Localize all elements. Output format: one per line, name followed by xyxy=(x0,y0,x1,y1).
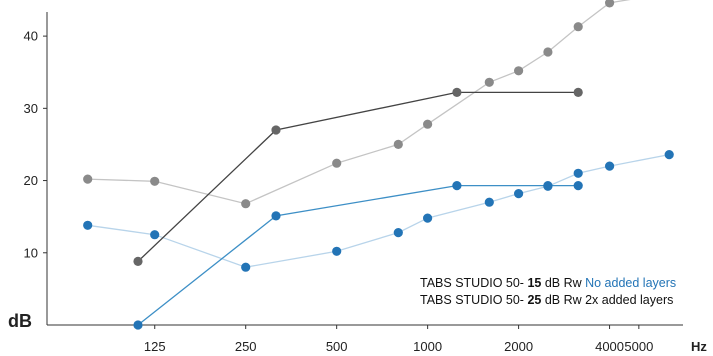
series-4 xyxy=(133,87,583,266)
series-1-point xyxy=(83,220,93,230)
legend-entry-1-suffix: dB Rw xyxy=(541,276,585,290)
x-tick-label: 4000 xyxy=(595,339,624,354)
x-tick-label: 250 xyxy=(235,339,257,354)
x-tick-label: 500 xyxy=(326,339,348,354)
legend-entry-1-prefix: TABS STUDIO 50- xyxy=(420,276,527,290)
legend: TABS STUDIO 50- 15 dB Rw No added layers… xyxy=(420,276,676,307)
series-1-point xyxy=(241,262,251,272)
series-3-point xyxy=(332,158,342,168)
series-1-point xyxy=(514,189,524,199)
x-axis-ticks: 125 250 500 1000 2000 4000 5000 xyxy=(144,325,653,354)
legend-entry-2-value: 25 xyxy=(527,293,541,307)
legend-entry-1-value: 15 xyxy=(527,276,541,290)
series-2 xyxy=(133,181,583,330)
series-3-point xyxy=(484,77,494,87)
series-1-line xyxy=(87,153,670,268)
x-tick-label: 1000 xyxy=(413,339,442,354)
series-3 xyxy=(83,0,631,209)
series-4-line xyxy=(137,91,579,262)
legend-entry-1-note: No added layers xyxy=(585,276,676,290)
series-1-point xyxy=(393,228,403,238)
series-2-point xyxy=(133,320,143,330)
series-4-point xyxy=(452,87,462,97)
series-3-point xyxy=(573,22,583,32)
series-1-point xyxy=(573,168,583,178)
y-tick-label: 30 xyxy=(24,101,38,116)
legend-entry-1: TABS STUDIO 50- 15 dB Rw No added layers xyxy=(420,276,676,290)
series-3-point xyxy=(514,66,524,76)
series-4-point xyxy=(133,256,143,266)
series-3-point xyxy=(150,176,160,186)
y-tick-label: 40 xyxy=(24,29,38,44)
series-1 xyxy=(83,150,674,272)
series-3-point xyxy=(543,47,553,57)
y-tick-label: 20 xyxy=(24,173,38,188)
series-2-point xyxy=(573,181,583,191)
series-2-point xyxy=(543,181,553,191)
series-3-point xyxy=(393,139,403,149)
y-tick-label: 10 xyxy=(24,245,38,260)
series-1-point xyxy=(332,246,342,256)
x-tick-label: 125 xyxy=(144,339,166,354)
x-tick-label: 5000 xyxy=(624,339,653,354)
legend-entry-2: TABS STUDIO 50- 25 dB Rw 2x added layers xyxy=(420,293,673,307)
series-1-point xyxy=(423,213,433,223)
series-4-point xyxy=(271,125,281,135)
series-4-point xyxy=(573,87,583,97)
series-1-point xyxy=(605,161,615,171)
y-axis-label: dB xyxy=(8,311,32,331)
series-2-point xyxy=(271,211,281,221)
series-3-line xyxy=(87,0,631,205)
series-3-point xyxy=(605,0,615,8)
series-3-point xyxy=(241,199,251,209)
series-1-point xyxy=(150,230,160,240)
series-3-point xyxy=(423,119,433,129)
legend-entry-2-suffix: dB Rw 2x added layers xyxy=(541,293,673,307)
series-1-point xyxy=(484,197,494,207)
y-axis-ticks: 10 20 30 40 xyxy=(24,29,47,260)
series-3-point xyxy=(83,174,93,184)
series-1-point xyxy=(664,150,674,160)
series-layer xyxy=(83,0,674,330)
series-2-point xyxy=(452,181,462,191)
x-tick-label: 2000 xyxy=(504,339,533,354)
x-axis-label: Hz xyxy=(691,339,707,354)
legend-entry-2-prefix: TABS STUDIO 50- xyxy=(420,293,527,307)
